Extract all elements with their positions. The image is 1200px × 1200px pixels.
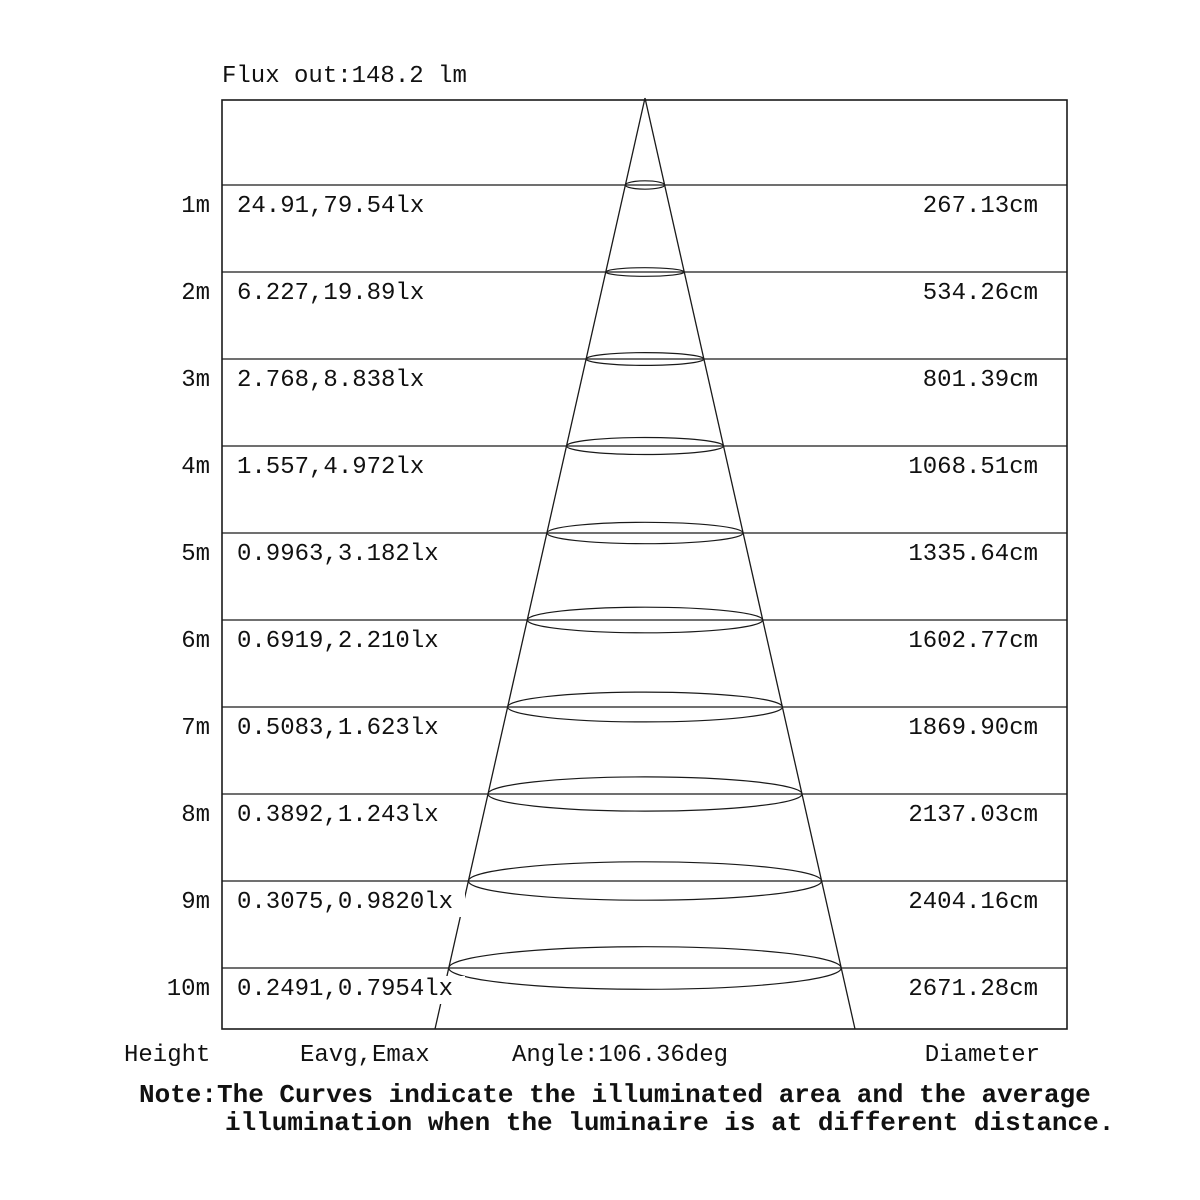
row-diameter-value: 2404.16cm bbox=[908, 889, 1038, 916]
row-height-label: 3m bbox=[181, 367, 210, 394]
note-line-1: Note:The Curves indicate the illuminated… bbox=[139, 1080, 1091, 1110]
cone-edge-left bbox=[434, 97, 646, 1030]
beam-angle-label: Angle:106.36deg bbox=[512, 1042, 729, 1069]
row-height-label: 5m bbox=[181, 541, 210, 568]
column-label-height: Height bbox=[124, 1042, 211, 1069]
row-height-label: 8m bbox=[181, 802, 210, 829]
row-height-label: 7m bbox=[181, 715, 210, 742]
row-eavg-emax-value: 1.557,4.972lx bbox=[237, 454, 437, 482]
row-height-label: 1m bbox=[181, 193, 210, 220]
note-line-2: illumination when the luminaire is at di… bbox=[225, 1108, 1115, 1138]
cone-edge-right bbox=[644, 97, 856, 1030]
row-height-label: 2m bbox=[181, 280, 210, 307]
row-diameter-value: 1335.64cm bbox=[908, 541, 1038, 568]
row-eavg-emax-value: 0.3075,0.9820lx bbox=[237, 889, 466, 917]
row-eavg-emax-value: 0.6919,2.210lx bbox=[237, 628, 451, 656]
row-diameter-value: 534.26cm bbox=[922, 280, 1038, 307]
column-label-eavg-emax: Eavg,Emax bbox=[300, 1042, 430, 1069]
row-diameter-value: 1602.77cm bbox=[908, 628, 1038, 655]
row-eavg-emax-value: 0.9963,3.182lx bbox=[237, 541, 451, 569]
row-height-label: 9m bbox=[181, 889, 210, 916]
column-label-diameter: Diameter bbox=[924, 1042, 1040, 1069]
row-eavg-emax-value: 2.768,8.838lx bbox=[237, 367, 437, 395]
row-eavg-emax-value: 24.91,79.54lx bbox=[237, 193, 437, 221]
row-eavg-emax-value: 6.227,19.89lx bbox=[237, 280, 437, 308]
row-diameter-value: 1869.90cm bbox=[908, 715, 1038, 742]
row-eavg-emax-value: 0.3892,1.243lx bbox=[237, 802, 451, 830]
row-height-label: 4m bbox=[181, 454, 210, 481]
row-eavg-emax-value: 0.2491,0.7954lx bbox=[237, 976, 466, 1004]
row-diameter-value: 267.13cm bbox=[922, 193, 1038, 220]
row-height-label: 10m bbox=[166, 976, 210, 1003]
row-diameter-value: 801.39cm bbox=[922, 367, 1038, 394]
row-diameter-value: 2671.28cm bbox=[908, 976, 1038, 1003]
row-eavg-emax-value: 0.5083,1.623lx bbox=[237, 715, 451, 743]
flux-output-title: Flux out:148.2 lm bbox=[222, 63, 467, 90]
row-diameter-value: 2137.03cm bbox=[908, 802, 1038, 829]
row-diameter-value: 1068.51cm bbox=[908, 454, 1038, 481]
row-height-label: 6m bbox=[181, 628, 210, 655]
